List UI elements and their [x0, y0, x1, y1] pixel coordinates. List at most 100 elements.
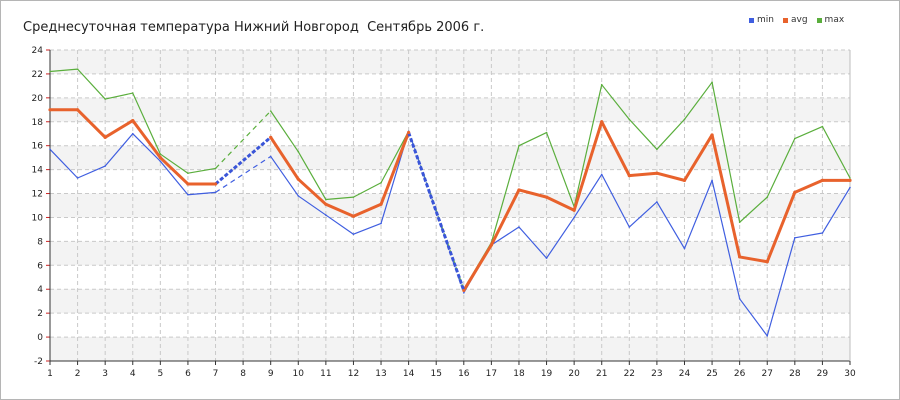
data-point-max	[849, 177, 851, 179]
y-tick-label: 0	[37, 333, 43, 343]
series-gap-avg	[214, 136, 272, 186]
data-point-max	[131, 92, 134, 94]
x-tick-label: 19	[541, 369, 553, 379]
legend-swatch-avg	[782, 17, 788, 23]
x-tick-label: 28	[789, 369, 801, 379]
data-point-avg	[75, 108, 80, 112]
x-tick-label: 23	[651, 369, 662, 379]
legend-item-avg: avg	[782, 15, 808, 25]
data-point-min	[49, 148, 51, 151]
x-tick-label: 5	[157, 369, 163, 379]
y-tick-label: -2	[34, 357, 43, 367]
data-point-max	[711, 81, 713, 84]
data-point-max	[269, 110, 272, 112]
grid-band	[50, 193, 850, 218]
data-point-min	[187, 193, 189, 196]
data-point-max	[297, 150, 300, 153]
data-point-avg	[820, 178, 825, 182]
y-tick-label: 12	[32, 190, 43, 200]
data-point-avg	[848, 178, 852, 182]
data-point-max	[738, 221, 741, 224]
x-tick-label: 7	[213, 369, 219, 379]
legend-item-min: min	[749, 15, 774, 25]
x-tick-label: 15	[430, 369, 441, 379]
data-point-min	[545, 257, 548, 259]
data-point-avg	[158, 156, 162, 160]
x-tick-label: 20	[568, 369, 580, 379]
data-point-min	[711, 179, 713, 182]
data-point-avg	[710, 133, 714, 137]
x-tick-label: 29	[817, 369, 829, 379]
x-tick-label: 4	[130, 369, 136, 379]
x-tick-label: 6	[185, 369, 191, 379]
data-point-min	[104, 165, 106, 167]
data-point-max	[214, 167, 217, 170]
data-point-min	[462, 292, 465, 294]
x-tick-label: 8	[240, 369, 246, 379]
data-point-avg	[269, 135, 273, 139]
y-tick-label: 2	[37, 309, 43, 319]
data-point-max	[49, 70, 51, 73]
grid-band	[50, 145, 850, 170]
data-point-avg	[462, 288, 466, 293]
data-point-max	[600, 83, 603, 86]
x-tick-label: 14	[403, 369, 415, 379]
data-point-min	[518, 226, 520, 228]
data-point-max	[352, 196, 355, 198]
x-tick-label: 17	[486, 369, 497, 379]
data-point-min	[821, 232, 824, 234]
series-gap-avg	[407, 132, 466, 291]
data-point-min	[573, 216, 575, 219]
data-point-min	[738, 298, 741, 300]
data-point-max	[104, 98, 106, 100]
data-point-max	[518, 144, 520, 147]
x-tick-label: 22	[624, 369, 635, 379]
y-tick-label: 24	[32, 46, 44, 56]
data-point-max	[380, 181, 382, 184]
x-tick-label: 9	[268, 369, 274, 379]
y-tick-label: 14	[32, 166, 44, 176]
data-point-avg	[572, 208, 576, 212]
data-point-min	[76, 177, 79, 179]
grid-band	[50, 97, 850, 122]
series-line-min	[270, 131, 410, 235]
data-point-min	[159, 160, 162, 163]
data-point-avg	[517, 188, 521, 192]
data-point-max	[628, 118, 631, 121]
y-tick-label: 10	[32, 213, 44, 223]
x-tick-label: 11	[320, 369, 331, 379]
legend-item-max: max	[816, 15, 845, 25]
legend-swatch-min	[749, 17, 754, 23]
grid-band	[50, 50, 850, 74]
data-point-min	[269, 155, 272, 158]
y-tick-label: 6	[37, 261, 43, 271]
data-point-avg	[489, 243, 493, 247]
data-point-max	[187, 172, 189, 175]
data-point-avg	[324, 202, 328, 206]
chart-title: Среднесуточная температура Нижний Новгор…	[23, 20, 485, 35]
data-point-min	[683, 247, 686, 250]
series-gap-max	[215, 110, 272, 169]
data-point-min	[766, 335, 769, 337]
data-point-max	[794, 137, 796, 140]
data-point-avg	[407, 130, 411, 135]
x-tick-label: 12	[348, 369, 359, 379]
y-tick-label: 18	[32, 118, 44, 128]
data-point-avg	[103, 135, 107, 139]
data-point-avg	[627, 173, 631, 178]
data-point-max	[76, 68, 79, 70]
data-point-avg	[379, 202, 383, 206]
legend-label-max: max	[824, 15, 845, 25]
data-point-min	[794, 236, 796, 239]
x-tick-label: 25	[706, 369, 717, 379]
data-point-avg	[765, 260, 769, 264]
data-point-max	[325, 198, 327, 201]
data-point-max	[821, 125, 824, 128]
data-point-min	[352, 233, 355, 236]
x-tick-label: 16	[458, 369, 470, 379]
data-point-max	[159, 153, 162, 155]
x-tick-label: 18	[513, 369, 525, 379]
data-point-avg	[793, 190, 797, 194]
